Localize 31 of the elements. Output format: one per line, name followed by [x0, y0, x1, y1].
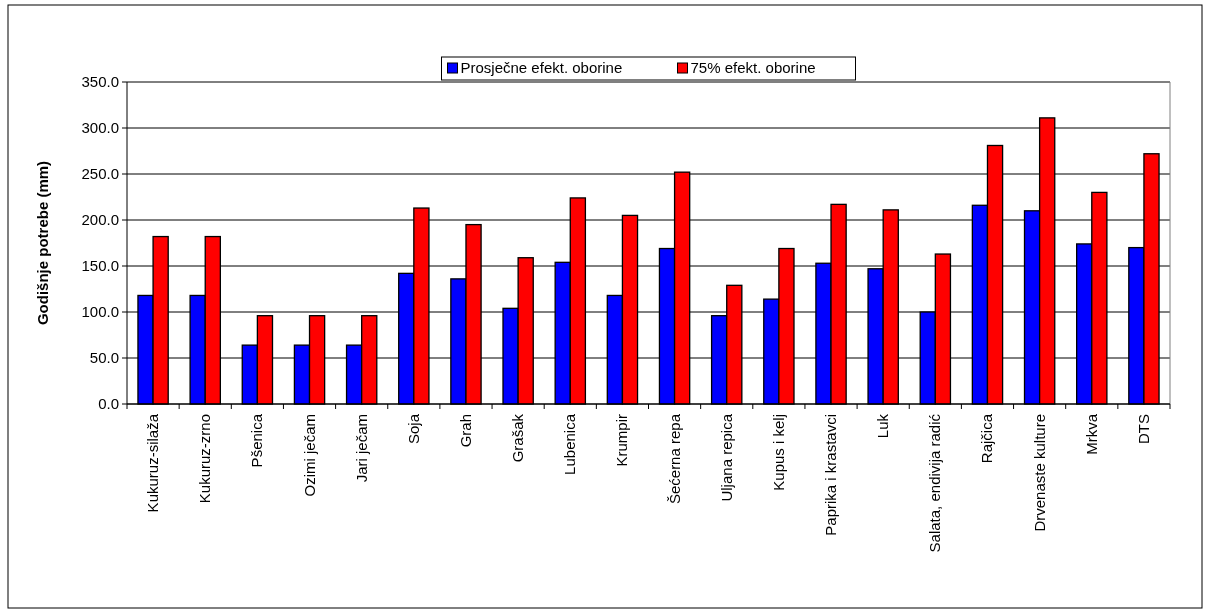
x-tick-label: Grah — [456, 414, 474, 448]
x-tick-label: Kukuruz-silaža — [144, 413, 162, 513]
x-tick-label: Lubenica — [561, 413, 579, 475]
x-tick-label: Luk — [874, 413, 892, 439]
x-tick-label: Pšenica — [248, 413, 266, 468]
x-tick-label: Kupus i kelj — [769, 414, 787, 491]
x-tick-label: Soja — [404, 413, 422, 445]
x-tick-label: Šećerna repa — [665, 413, 683, 505]
y-tick-label: 150.0 — [81, 257, 119, 275]
x-tick-label: Paprika i krastavci — [822, 414, 840, 536]
x-tick-label: DTS — [1134, 414, 1152, 444]
x-tick-label: Salata, endivija radić — [926, 413, 944, 553]
x-tick-label: Krumpir — [613, 414, 631, 467]
legend-label: Prosječne efekt. oborine — [460, 59, 623, 76]
x-tick-label: Mrkva — [1082, 413, 1100, 455]
y-tick-label: 100.0 — [81, 303, 119, 321]
x-tick-label: Uljana repica — [717, 413, 735, 502]
y-tick-label: 0.0 — [98, 395, 119, 413]
x-tick-label: Kukuruz-zrno — [196, 414, 214, 504]
y-tick-label: 50.0 — [89, 349, 119, 367]
x-tick-label: Drvenaste kulture — [1030, 414, 1048, 532]
x-tick-label: Grašak — [509, 413, 527, 463]
y-tick-label: 250.0 — [81, 165, 119, 183]
y-axis-title: Godišnje potrebe (mm) — [34, 160, 51, 326]
y-tick-label: 200.0 — [81, 211, 119, 229]
x-tick-label: Jari ječam — [352, 414, 370, 483]
x-tick-label: Ozimi ječam — [300, 414, 318, 497]
y-tick-label: 350.0 — [81, 73, 119, 91]
y-tick-label: 300.0 — [81, 119, 119, 137]
legend-label: 75% efekt. oborine — [690, 59, 816, 76]
x-tick-label: Rajčica — [978, 413, 996, 464]
